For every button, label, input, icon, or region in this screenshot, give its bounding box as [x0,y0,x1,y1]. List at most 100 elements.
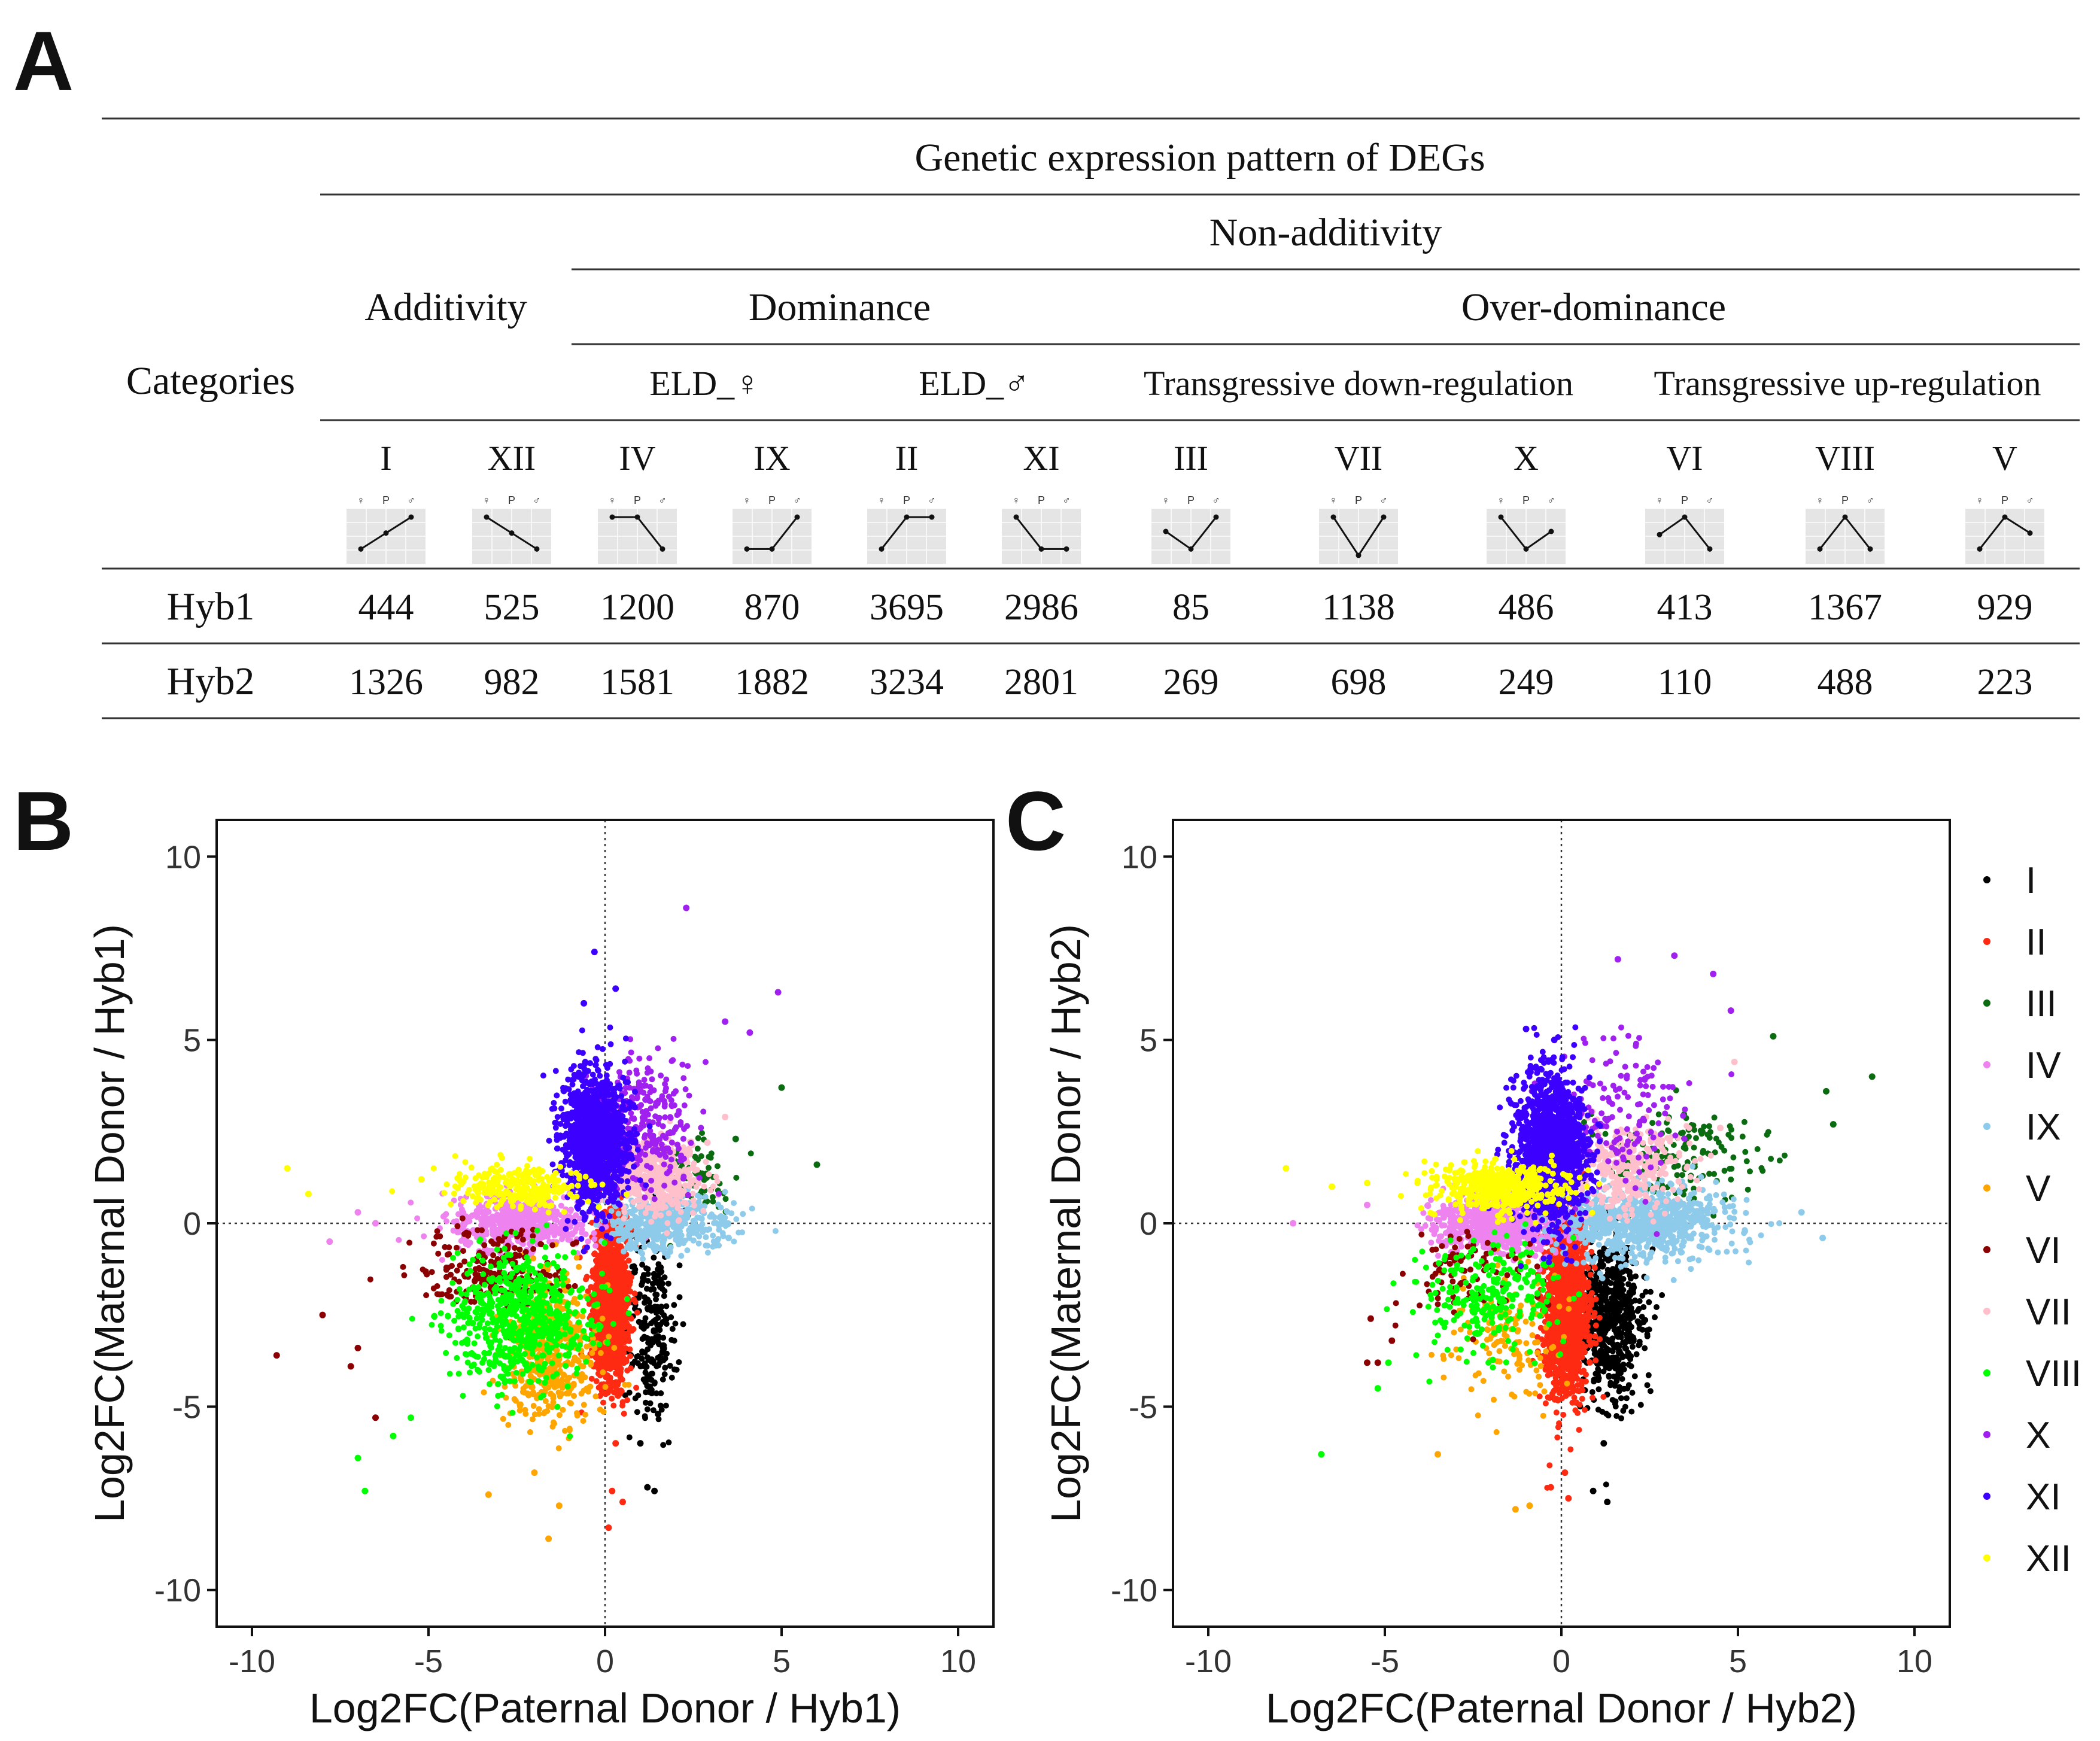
data-point [396,1236,402,1243]
data-point [494,1241,501,1247]
pattern-icon-point [1013,514,1019,520]
data-point [509,1409,516,1416]
data-point [453,1218,460,1225]
data-point [624,1330,631,1337]
data-point [594,1301,601,1308]
data-point [414,1215,421,1222]
data-point [544,1261,551,1268]
data-point [667,1247,673,1253]
header-eld-female: ELD_♀ [649,364,760,403]
series-II [576,1152,640,1532]
data-point [621,1248,627,1255]
data-point [700,1229,706,1235]
data-point [710,1198,716,1205]
data-point [496,1275,503,1281]
data-point [585,1238,591,1245]
data-point [539,1353,545,1359]
pattern-icon-label: ♂ [793,494,801,506]
class-header: I [380,439,391,478]
pattern-icon-point [1842,514,1848,520]
data-point-outlier [778,1084,785,1091]
data-point [616,1237,622,1244]
pattern-icon-point [1977,546,1983,552]
data-point [563,1363,569,1369]
data-point [580,1418,586,1424]
data-point-outlier [609,1487,616,1494]
data-point [610,1295,616,1301]
data-point [455,1326,461,1333]
data-point [437,1323,444,1329]
data-point [624,1397,631,1403]
data-point [464,1336,470,1343]
data-point [613,1384,619,1390]
data-point [635,1353,642,1359]
data-point [467,1369,473,1376]
data-point [511,1396,518,1402]
data-point [675,1187,682,1194]
data-point [655,1261,662,1268]
row-label-hyb1: Hyb1 [167,585,255,628]
data-point [463,1241,469,1247]
hyb2-count: 698 [1331,662,1387,703]
data-point [701,1183,707,1190]
data-point [662,1365,668,1371]
data-point [593,1378,600,1384]
data-point [438,1298,445,1304]
data-point-outlier [545,1535,552,1542]
data-point [570,1249,577,1256]
data-point [644,1406,651,1412]
data-point [655,1416,662,1423]
data-point [475,1305,481,1312]
data-point [643,1323,650,1329]
data-point [622,1277,628,1284]
data-point [457,1262,463,1269]
pattern-icon-label: ♀ [1329,494,1338,506]
data-point [554,1371,560,1377]
data-point [434,1228,440,1235]
data-point [653,1390,660,1397]
data-point [522,1306,528,1312]
data-point [536,1329,542,1336]
data-point [562,1324,569,1331]
data-point-outlier [704,1139,711,1146]
data-point [444,1251,451,1258]
hyb2-count: 488 [1818,662,1873,703]
data-point [636,1318,642,1325]
pattern-icon-label: P [634,494,641,506]
data-point [633,1245,639,1252]
data-point [423,1269,429,1276]
data-point [740,1211,746,1217]
header-transgressive-down: Transgressive down-regulation [1144,364,1573,403]
hyb1-count: 85 [1172,587,1209,628]
data-point [494,1246,500,1253]
data-point-outlier [651,1487,658,1494]
data-point-outlier [619,1499,626,1506]
data-point [566,1426,573,1432]
data-point [600,1369,606,1375]
data-point [622,1345,629,1351]
data-point [459,1215,466,1222]
data-point [698,1216,705,1222]
data-point [662,1193,668,1200]
data-point-outlier [722,1113,729,1120]
data-point [601,1239,608,1246]
data-point [591,1236,598,1242]
data-point [583,1335,590,1342]
data-point [583,1343,590,1350]
pattern-icon-label: ♀ [482,494,491,506]
pattern-icon-point [1867,546,1873,552]
data-point [699,1130,705,1137]
data-point [454,1223,461,1229]
data-point [472,1278,478,1285]
data-point [630,1199,637,1205]
data-point [662,1402,669,1409]
data-point [430,1240,437,1247]
data-point [671,1366,677,1373]
data-point [711,1220,717,1226]
data-point [503,1230,509,1236]
data-point [678,1253,685,1259]
data-point [576,1319,582,1326]
pattern-icon-label: ♂ [1062,494,1071,506]
data-point [616,1342,623,1349]
data-point [428,1321,435,1328]
